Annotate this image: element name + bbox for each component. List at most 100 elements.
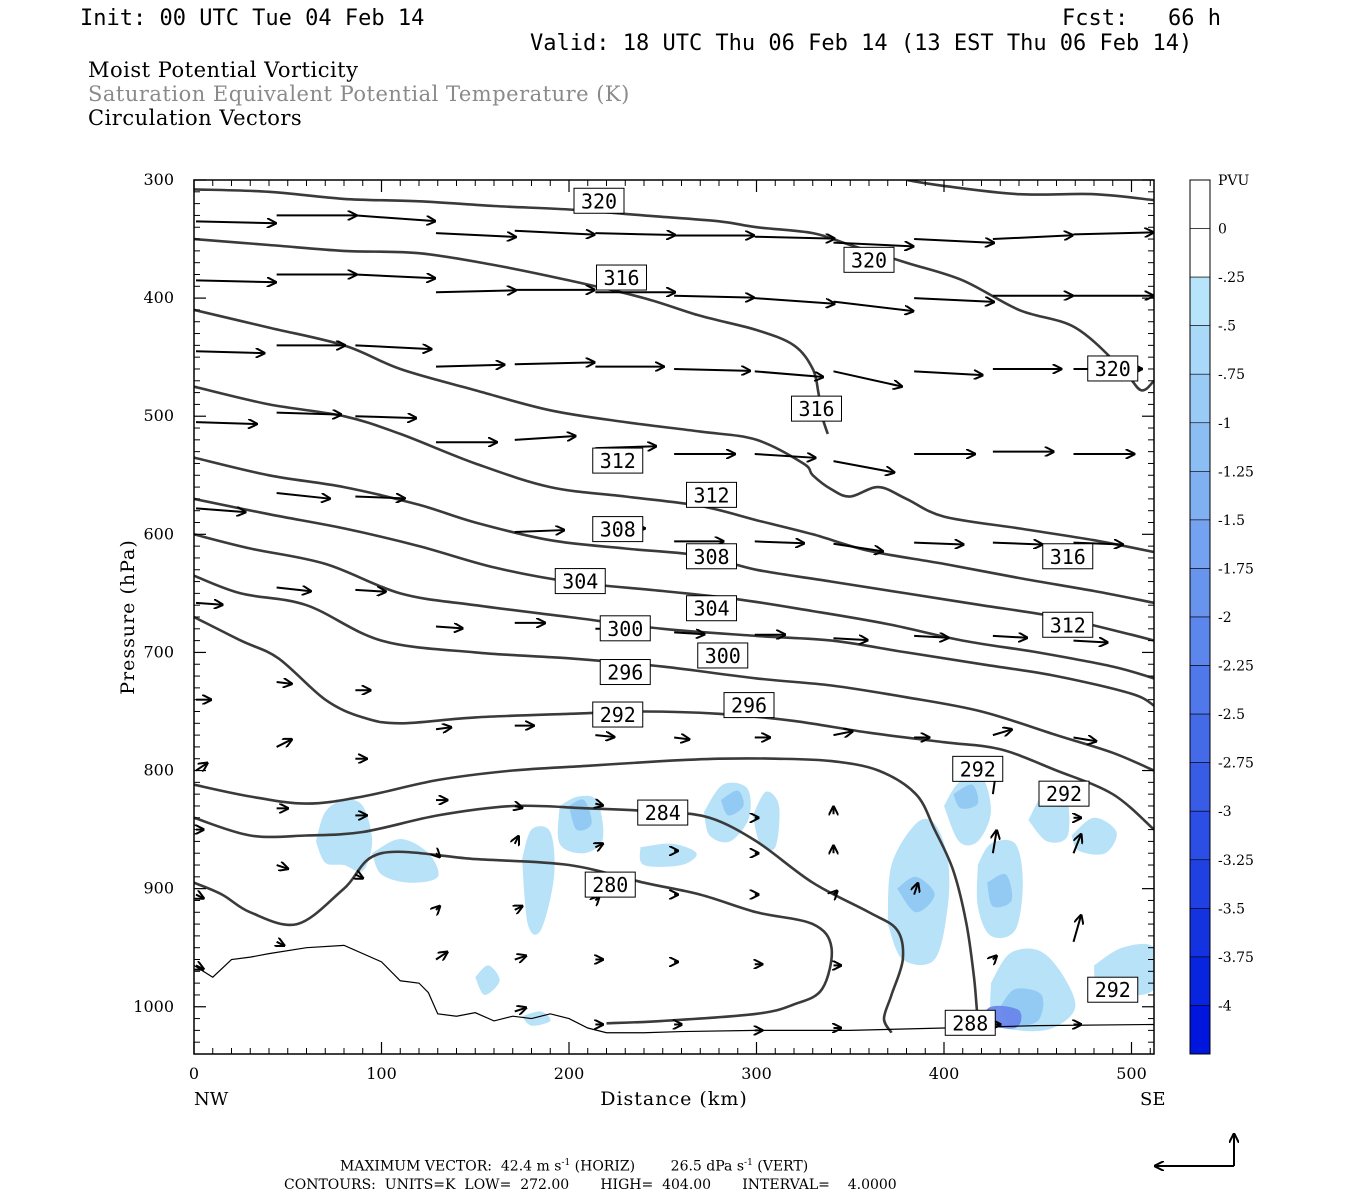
contour-label: 296 <box>723 692 775 719</box>
reference-vector <box>1155 1134 1234 1166</box>
pv-region <box>897 876 935 913</box>
contour-label-box <box>554 568 606 595</box>
title-mpv: Moist Potential Vorticity <box>88 58 359 82</box>
circulation-vector <box>515 806 523 808</box>
circulation-vector <box>276 865 288 869</box>
circulation-vector <box>914 371 982 375</box>
circulation-vector <box>754 454 816 458</box>
circulation-vector <box>833 243 914 247</box>
contour-label: 316 <box>791 395 842 422</box>
theta-contour-316 <box>194 308 1154 554</box>
theta-contour-292 <box>194 615 1154 831</box>
circulation-vector <box>674 632 704 634</box>
circulation-vector <box>276 739 292 747</box>
contour-label: 316 <box>596 264 647 291</box>
contour-label: 312 <box>686 481 737 508</box>
pv-region <box>720 790 744 816</box>
contour-label-box <box>791 395 842 422</box>
contour-label-text: 292 <box>600 703 636 727</box>
colorbar-swatch <box>1189 713 1211 763</box>
title-vectors: Circulation Vectors <box>88 106 303 130</box>
x-right-end-label: SE <box>1140 1089 1165 1110</box>
contour-label: 316 <box>1042 543 1094 570</box>
contour-label-text: 292 <box>1095 978 1131 1002</box>
circulation-vector <box>195 508 245 512</box>
circulation-vector <box>833 731 853 735</box>
circulation-vector <box>993 956 997 960</box>
y-tick-label: 900 <box>143 879 174 898</box>
colorbar-label: -3.25 <box>1218 853 1254 869</box>
init-time: Init: 00 UTC Tue 04 Feb 14 <box>80 6 425 31</box>
contour-label-box <box>584 871 636 898</box>
circulation-vector <box>833 460 895 472</box>
theta-contour-308 <box>194 456 1154 642</box>
colorbar-frame <box>1189 179 1211 1055</box>
circulation-vector <box>754 297 835 304</box>
colorbar-label: -1.5 <box>1218 513 1245 529</box>
contour-label-box <box>686 543 737 570</box>
contour-label-box <box>686 595 737 622</box>
x-tick-label: 400 <box>929 1064 960 1083</box>
circulation-vector <box>195 221 276 223</box>
max-vector-text: MAXIMUM VECTOR: 42.4 m s-1 (HORIZ) 26.5 … <box>340 1158 809 1175</box>
contour-label-text: 320 <box>851 248 887 272</box>
colorbar-swatch <box>1189 859 1211 909</box>
contour-label-text: 312 <box>600 449 636 473</box>
circulation-vector <box>355 416 416 418</box>
circulation-vector <box>1073 641 1108 643</box>
contour-label-text: 312 <box>693 483 729 507</box>
colorbar-label: -2.75 <box>1218 756 1254 772</box>
theta-contour-320 <box>194 188 1154 392</box>
colorbar-label: 0 <box>1218 222 1227 238</box>
contour-label-text: 296 <box>731 694 767 718</box>
contour-label-text: 284 <box>645 801 681 825</box>
contour-label-box <box>843 246 895 273</box>
circulation-vector <box>276 413 342 415</box>
circulation-vector <box>514 362 595 364</box>
contour-label-text: 304 <box>693 597 729 621</box>
contour-label-box <box>723 692 775 719</box>
circulation-vector <box>276 491 330 499</box>
circulation-vector <box>1073 543 1123 545</box>
contour-label-box <box>573 187 625 214</box>
circulation-vector <box>355 497 404 499</box>
pv-region <box>475 965 500 995</box>
contour-label: 284 <box>637 799 689 826</box>
colorbar-swatch <box>1189 1005 1211 1055</box>
pv-region <box>987 873 1013 908</box>
colorbar-swatch <box>1189 325 1211 375</box>
colorbar-swatch <box>1189 665 1211 715</box>
contour-label-box <box>637 799 689 826</box>
circulation-vector <box>514 231 595 235</box>
contour-label-text: 308 <box>693 545 729 569</box>
y-tick-label: 800 <box>143 761 174 780</box>
contour-label: 292 <box>1038 780 1090 807</box>
circulation-vector <box>435 233 516 237</box>
circulation-vector <box>277 942 285 946</box>
contour-label: 304 <box>554 568 606 595</box>
circulation-vector <box>754 370 823 377</box>
pv-region <box>752 791 780 851</box>
contour-label-box <box>944 1009 996 1036</box>
contour-label: 300 <box>697 642 749 669</box>
colorbar-label: -3 <box>1218 804 1232 820</box>
colorbar-swatch <box>1189 519 1211 569</box>
contour-label-text: 288 <box>952 1011 988 1035</box>
contour-label-text: 320 <box>1095 357 1131 381</box>
circulation-vector <box>276 682 292 684</box>
x-tick-label: 0 <box>189 1064 199 1083</box>
colorbar-swatch <box>1189 810 1211 861</box>
circulation-vector <box>914 543 963 545</box>
contour-label-text: 304 <box>562 570 598 594</box>
circulation-vector <box>914 636 948 638</box>
contour-label-box <box>1042 611 1094 638</box>
circulation-vector <box>515 906 523 910</box>
contour-label-text: 316 <box>1050 545 1086 569</box>
x-tick-label: 300 <box>741 1064 772 1083</box>
circulation-vector <box>1073 232 1154 234</box>
contour-label-box <box>697 642 749 669</box>
contour-label-box <box>592 447 644 474</box>
valid-time: Valid: 18 UTC Thu 06 Feb 14 (13 EST Thu … <box>530 31 1193 56</box>
colorbar-label: -1.75 <box>1218 561 1254 577</box>
